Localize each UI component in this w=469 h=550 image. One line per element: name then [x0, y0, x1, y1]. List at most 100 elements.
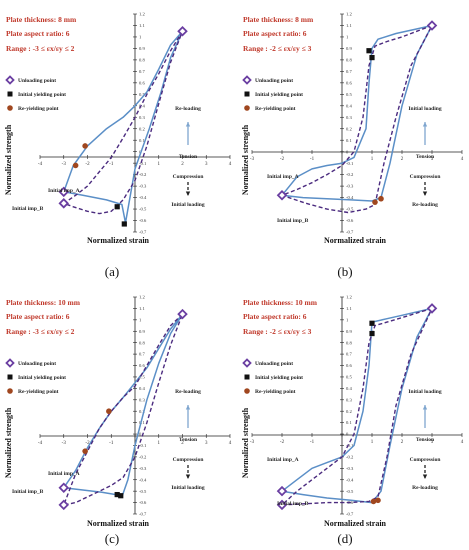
- initial-yielding-point: [369, 55, 375, 61]
- y-tick-label: 0.8: [139, 340, 145, 345]
- x-tick-label: 2: [401, 440, 404, 445]
- panel-label: (d): [337, 531, 352, 546]
- y-axis-title: Normalized strength: [241, 407, 250, 478]
- x-tick-label: 2: [401, 157, 404, 162]
- annotation-top: Initial loading: [408, 106, 441, 112]
- reyielding-point: [370, 498, 377, 505]
- y-tick-label: 0.6: [346, 80, 352, 85]
- compression-arrow-head: [185, 191, 191, 196]
- info-aspect: Plate aspect ratio: 6: [6, 312, 70, 321]
- info-thickness: Plate thickness: 10 mm: [6, 298, 81, 307]
- unloading-point: [426, 303, 438, 314]
- legend-reyield-marker: [7, 388, 13, 394]
- chart-panel-2: -0.7 -0.6 -0.5 -0.4 -0.3 -0.2 -0.1 0 0.1 0.2 0.3 0.…: [241, 12, 464, 279]
- y-tick-label: 0.6: [139, 363, 145, 368]
- legend-unloading-marker: [242, 358, 252, 368]
- chart-panel-3: -0.7 -0.6 -0.5 -0.4 -0.3 -0.2 -0.1 0 0.1 0.2 0.3 0.…: [4, 295, 232, 546]
- y-tick-label: 1.1: [139, 306, 145, 311]
- chart-panel-1: -0.7-0.6-0.5-0.4-0.3-0.2-0.100.10.20.30.…: [4, 12, 232, 279]
- y-tick-label: 0.5: [346, 92, 352, 97]
- x-tick-label: 3: [205, 441, 208, 446]
- y-tick-label: 0.2: [346, 409, 352, 414]
- reyielding-point: [372, 199, 378, 205]
- y-tick-label: -0.1: [346, 443, 354, 448]
- x-tick-label: 1: [158, 162, 161, 167]
- chart-panel-4: -0.7-0.6-0.5-0.4-0.3-0.2-0.100.10.20.30.…: [241, 295, 464, 546]
- legend-reyield-marker: [7, 105, 13, 111]
- y-tick-label: 0.8: [346, 340, 352, 345]
- y-tick-label: -0.3: [139, 466, 147, 471]
- info-range: Range : -3 ≤ εx/εy ≤ 2: [6, 327, 75, 336]
- y-tick-label: 0.5: [139, 92, 145, 97]
- x-tick-label: 1: [158, 441, 161, 446]
- legend-unloading-label: Unloading point: [255, 361, 293, 367]
- series-line-solid: [281, 24, 433, 202]
- y-tick-label: 0.3: [139, 397, 145, 402]
- unloading-point: [58, 186, 70, 198]
- x-tick-label: -1: [109, 162, 114, 167]
- y-tick-label: 0.1: [139, 138, 145, 143]
- y-tick-label: 1.2: [346, 12, 352, 17]
- y-tick-label: 0.3: [139, 115, 145, 120]
- legend-reyield-marker: [244, 388, 250, 394]
- y-tick-label: -0.5: [346, 489, 354, 494]
- imp-b-label: Initial imp_B: [277, 218, 309, 224]
- info-range: Range : -2 ≤ εx/εy ≤ 3: [243, 44, 312, 53]
- y-tick-label: 0.9: [139, 329, 145, 334]
- y-axis-title: Normalized strength: [241, 124, 250, 195]
- initial-yielding-point: [369, 330, 375, 337]
- y-tick-label: 0.9: [346, 46, 352, 51]
- annotation-tension: Tension: [179, 437, 197, 443]
- series-line-solid: [63, 313, 184, 498]
- legend-yield-label: Initial yielding point: [18, 92, 66, 98]
- legend-yield-marker: [7, 374, 13, 380]
- y-tick-label: -0.1: [346, 161, 354, 166]
- series-line-dashed: [63, 313, 184, 506]
- x-tick-label: -2: [280, 157, 285, 162]
- y-tick-label: -0.6: [139, 218, 147, 223]
- y-tick-label: -0.5: [139, 489, 147, 494]
- info-range: Range : -3 ≤ εx/εy ≤ 2: [6, 44, 75, 53]
- tension-arrow-head: [422, 122, 428, 127]
- y-tick-label: 0.9: [139, 46, 145, 51]
- legend-reyield-label: Re-yielding point: [255, 106, 296, 112]
- y-tick-label: 0: [139, 432, 142, 437]
- y-tick-label: -0.1: [139, 443, 147, 448]
- compression-arrow-head: [422, 474, 428, 479]
- y-tick-label: 0.7: [346, 352, 352, 357]
- y-tick-label: -0.3: [139, 184, 147, 189]
- y-tick-label: -0.7: [346, 230, 354, 235]
- annotation-bottom: Initial loading: [171, 202, 204, 208]
- y-tick-label: -0.7: [139, 512, 147, 517]
- initial-yielding-point: [114, 491, 120, 498]
- y-tick-label: -0.2: [139, 454, 147, 459]
- annotation-bottom: Initial loading: [171, 485, 204, 491]
- info-aspect: Plate aspect ratio: 6: [243, 29, 307, 38]
- x-tick-label: 1: [371, 157, 374, 162]
- y-axis-title: Normalized strength: [4, 124, 13, 195]
- y-tick-label: 0.5: [346, 375, 352, 380]
- compression-arrow-head: [185, 474, 191, 479]
- y-tick-label: -0.7: [346, 512, 354, 517]
- y-tick-label: 0.3: [346, 397, 352, 402]
- x-tick-label: 2: [181, 162, 184, 167]
- annotation-top: Initial loading: [408, 389, 441, 395]
- legend-yield-marker: [244, 374, 250, 380]
- initial-yielding-point: [369, 320, 375, 326]
- y-tick-label: 1.1: [346, 306, 352, 311]
- x-tick-label: 3: [431, 440, 434, 445]
- x-axis-title: Normalized strain: [87, 236, 150, 245]
- y-tick-label: 0.4: [139, 386, 145, 391]
- y-tick-label: -0.7: [139, 230, 147, 235]
- x-tick-label: -3: [62, 162, 67, 167]
- info-thickness: Plate thickness: 8 mm: [243, 15, 314, 24]
- x-tick-label: -2: [280, 440, 285, 445]
- unloading-point: [426, 20, 438, 31]
- unloading-point: [276, 499, 288, 511]
- legend-reyield-label: Re-yielding point: [18, 106, 59, 112]
- y-tick-label: 0.1: [346, 420, 352, 425]
- legend-unloading-marker: [5, 75, 15, 85]
- y-tick-label: 1.2: [346, 295, 352, 300]
- y-tick-label: -0.4: [346, 477, 354, 482]
- legend-yield-marker: [244, 91, 250, 97]
